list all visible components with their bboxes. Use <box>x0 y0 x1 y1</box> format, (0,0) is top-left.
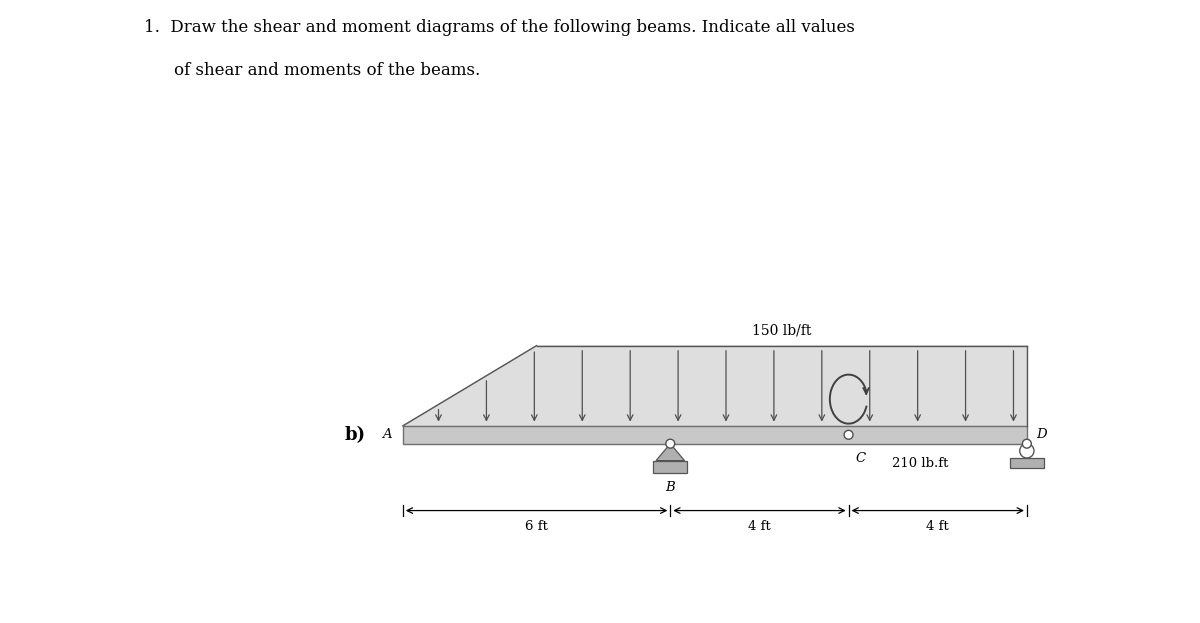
Circle shape <box>844 430 853 439</box>
Text: 4 ft: 4 ft <box>926 520 949 533</box>
Bar <box>653 460 688 473</box>
Text: A: A <box>382 428 391 441</box>
Text: of shear and moments of the beams.: of shear and moments of the beams. <box>174 62 480 79</box>
Text: 150 lb/ft: 150 lb/ft <box>752 323 811 338</box>
Text: 4 ft: 4 ft <box>748 520 770 533</box>
Circle shape <box>1020 444 1034 458</box>
Text: 1.  Draw the shear and moment diagrams of the following beams. Indicate all valu: 1. Draw the shear and moment diagrams of… <box>144 19 854 36</box>
Text: B: B <box>666 481 676 494</box>
Circle shape <box>1022 439 1031 448</box>
Circle shape <box>666 439 674 448</box>
Text: C: C <box>856 452 865 465</box>
Polygon shape <box>656 444 684 460</box>
Bar <box>403 426 1027 444</box>
Bar <box>1010 458 1044 468</box>
Text: 210 lb.ft: 210 lb.ft <box>892 457 948 470</box>
Text: D: D <box>1036 428 1046 441</box>
Text: 6 ft: 6 ft <box>526 520 548 533</box>
Text: b): b) <box>344 426 366 444</box>
Polygon shape <box>403 346 1027 426</box>
